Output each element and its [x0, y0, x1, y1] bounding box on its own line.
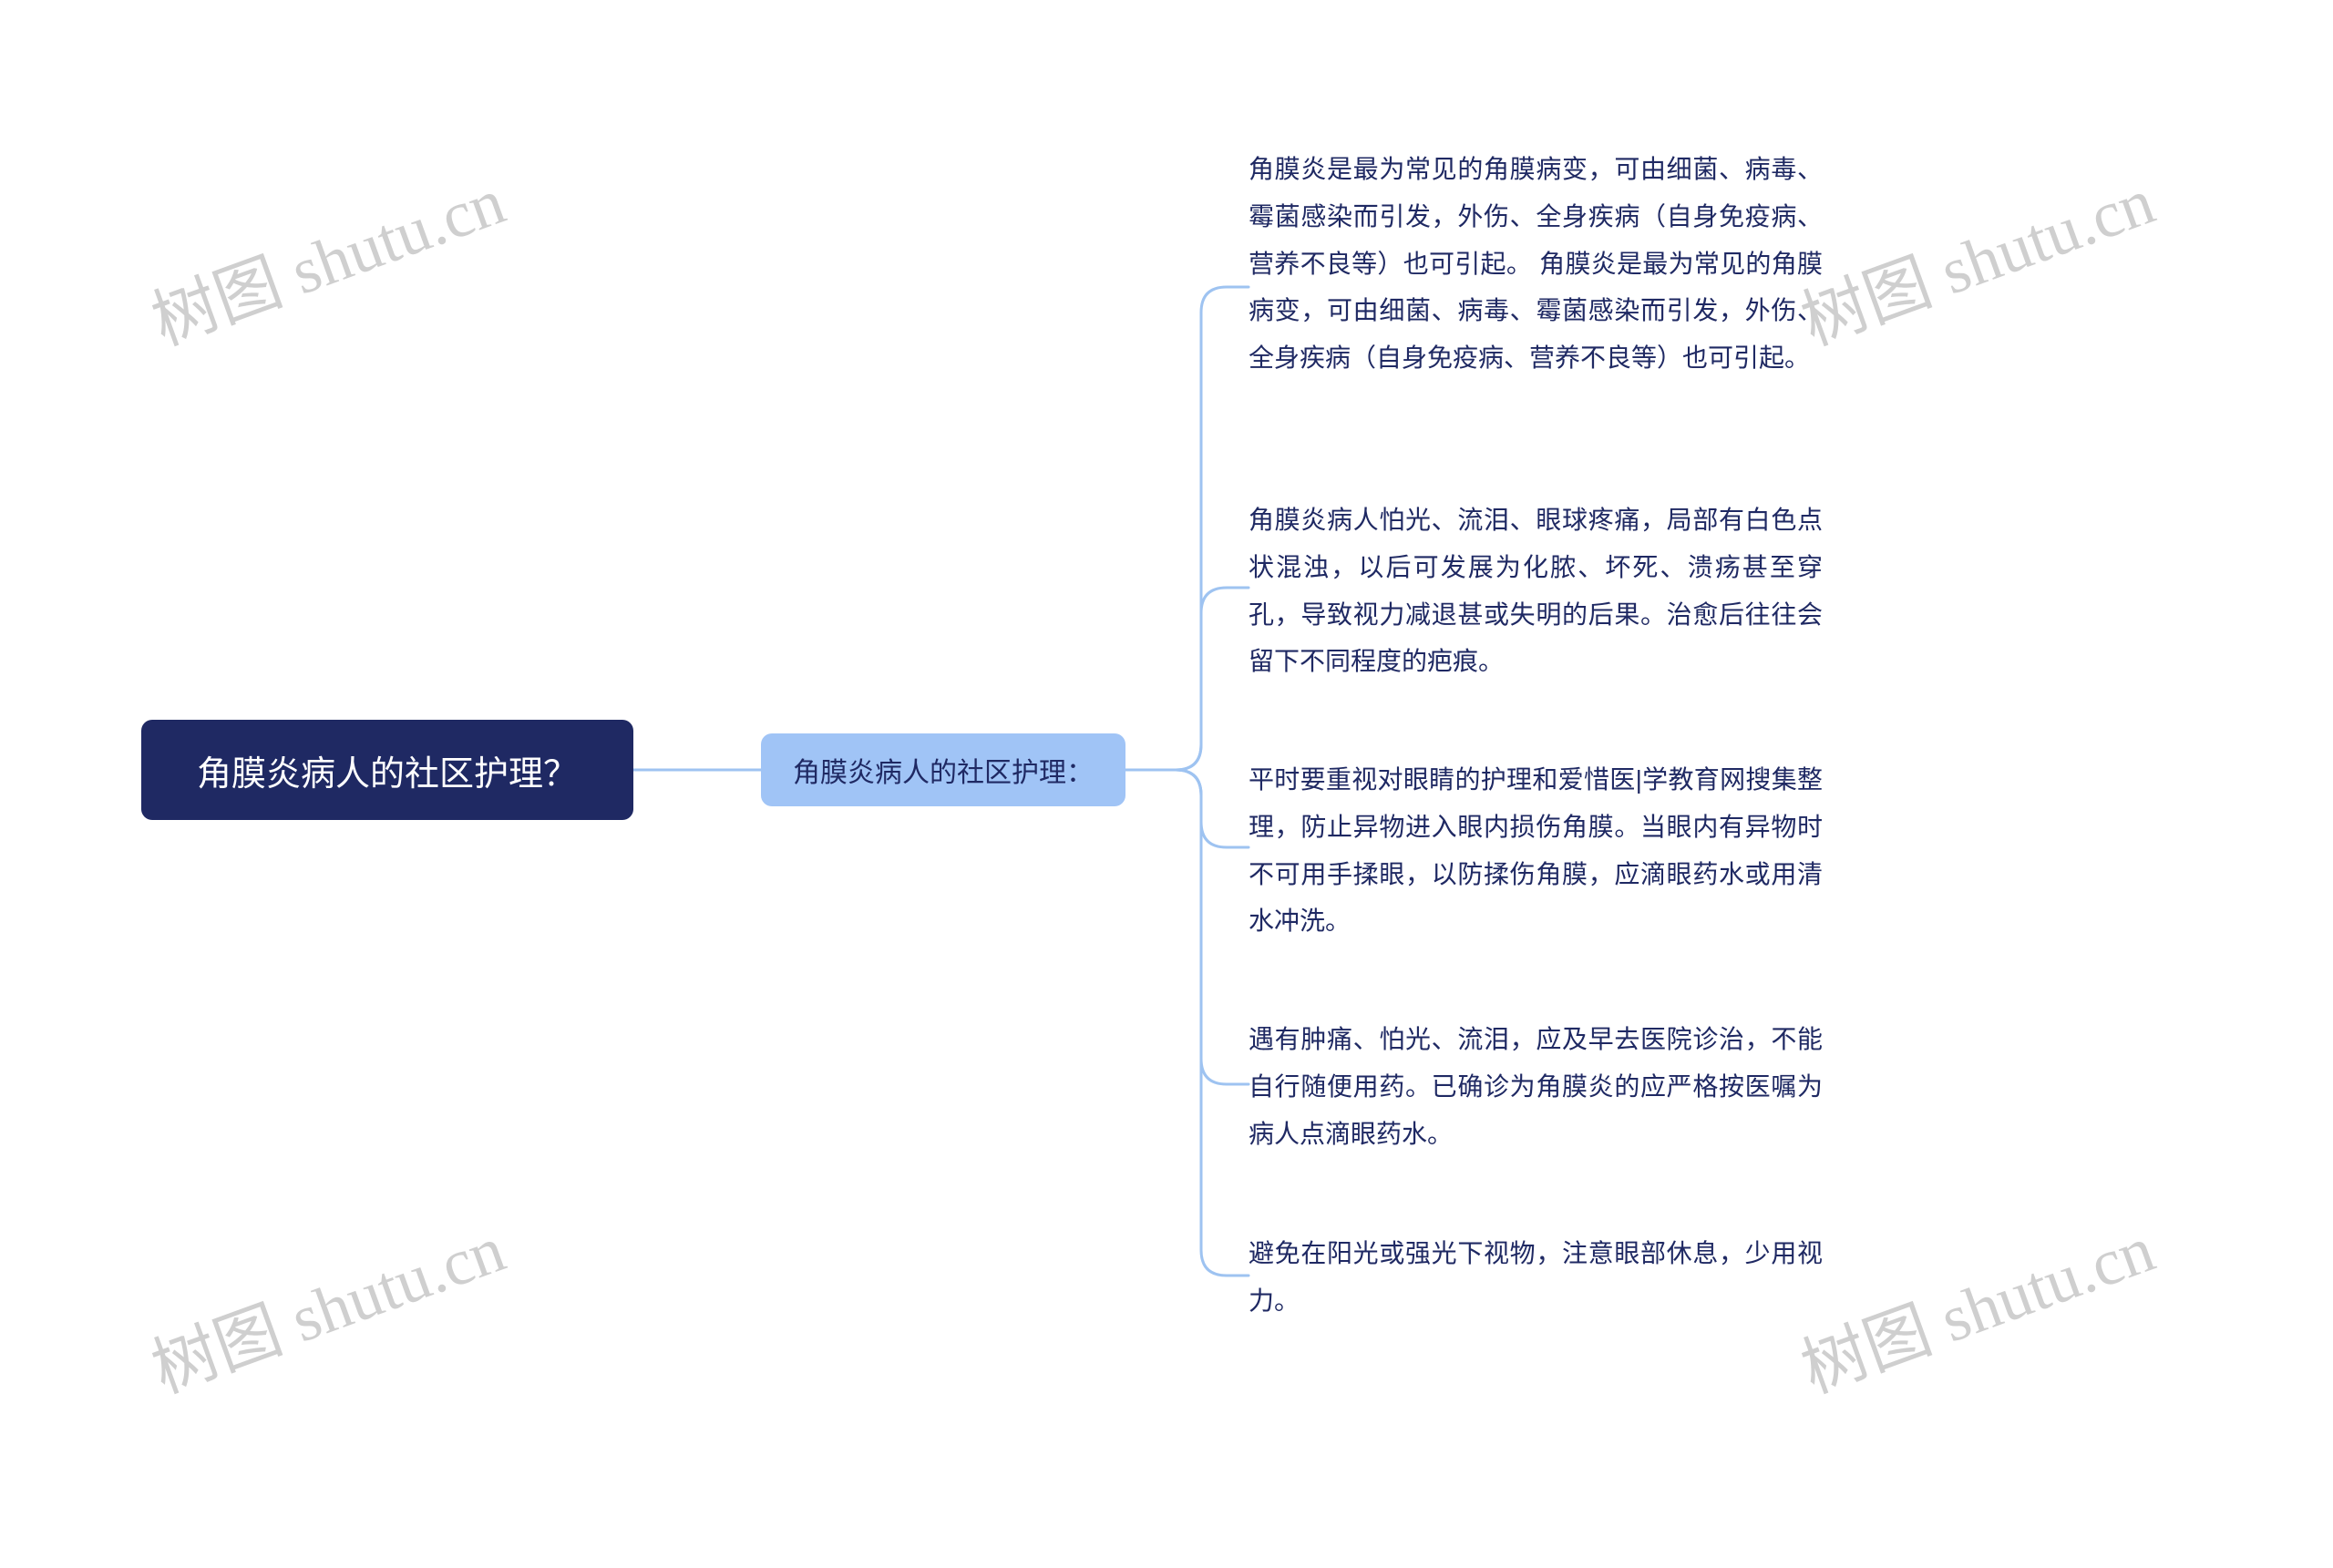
mindmap-leaf-node[interactable]: 避免在阳光或强光下视物，注意眼部休息，少用视力。 — [1249, 1230, 1823, 1325]
root-node-label: 角膜炎病人的社区护理？ — [197, 745, 578, 795]
mindmap-root-node[interactable]: 角膜炎病人的社区护理？ — [141, 720, 633, 820]
mindmap-sub-node[interactable]: 角膜炎病人的社区护理： — [761, 733, 1125, 806]
leaf-node-text: 遇有肿痛、怕光、流泪，应及早去医院诊治，不能自行随便用药。已确诊为角膜炎的应严格… — [1249, 1025, 1823, 1148]
leaf-node-text: 角膜炎病人怕光、流泪、眼球疼痛，局部有白色点状混浊，以后可发展为化脓、坏死、溃疡… — [1249, 506, 1823, 675]
mindmap-leaf-node[interactable]: 角膜炎病人怕光、流泪、眼球疼痛，局部有白色点状混浊，以后可发展为化脓、坏死、溃疡… — [1249, 497, 1823, 685]
leaf-node-text: 平时要重视对眼睛的护理和爱惜医|学教育网搜集整理，防止异物进入眼内损伤角膜。当眼… — [1249, 765, 1823, 935]
mindmap-canvas: 树图 shutu.cn 树图 shutu.cn 树图 shutu.cn 树图 shut… — [0, 0, 2333, 1568]
watermark-text: 树图 shutu.cn — [137, 148, 516, 364]
mindmap-leaf-node[interactable]: 角膜炎是最为常见的角膜病变，可由细菌、病毒、霉菌感染而引发，外伤、全身疾病（自身… — [1249, 146, 1823, 382]
leaf-node-text: 角膜炎是最为常见的角膜病变，可由细菌、病毒、霉菌感染而引发，外伤、全身疾病（自身… — [1249, 155, 1823, 372]
sub-node-label: 角膜炎病人的社区护理： — [793, 750, 1094, 790]
leaf-node-text: 避免在阳光或强光下视物，注意眼部休息，少用视力。 — [1249, 1239, 1823, 1315]
watermark-text: 树图 shutu.cn — [1786, 148, 2165, 364]
watermark-text: 树图 shutu.cn — [137, 1195, 516, 1411]
mindmap-leaf-node[interactable]: 遇有肿痛、怕光、流泪，应及早去医院诊治，不能自行随便用药。已确诊为角膜炎的应严格… — [1249, 1016, 1823, 1157]
watermark-text: 树图 shutu.cn — [1786, 1195, 2165, 1411]
mindmap-leaf-node[interactable]: 平时要重视对眼睛的护理和爱惜医|学教育网搜集整理，防止异物进入眼内损伤角膜。当眼… — [1249, 756, 1823, 945]
